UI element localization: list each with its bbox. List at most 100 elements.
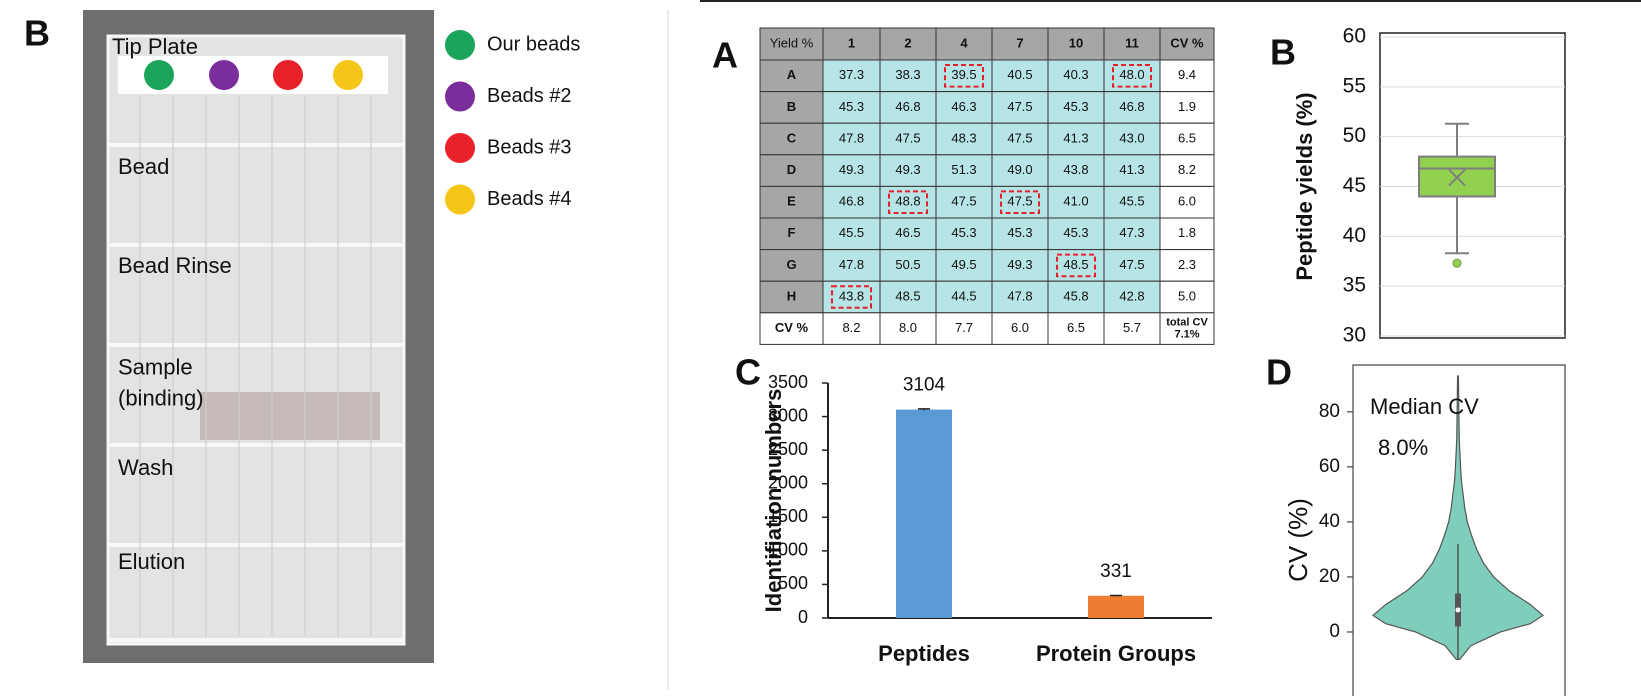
table-cell-text: 40.5 xyxy=(1007,67,1032,82)
legend-label: Our beads xyxy=(487,33,580,55)
table-cell-text-line: 7.1% xyxy=(1174,329,1199,341)
y-tick-label: 20 xyxy=(1319,566,1340,587)
table-cell-text: 42.8 xyxy=(1119,288,1144,303)
table-cell-text: 5.0 xyxy=(1178,288,1196,303)
table-cell-text: 6.0 xyxy=(1011,320,1029,335)
stage-label: Wash xyxy=(118,455,173,480)
table-cell-text: 40.3 xyxy=(1063,67,1088,82)
stage-label-line: Bead Rinse xyxy=(118,253,232,278)
y-axis-title: CV (%) xyxy=(1283,498,1313,582)
table-cell-text: 45.3 xyxy=(1007,225,1032,240)
stage-label: Tip Plate xyxy=(112,34,198,59)
stage-label: Bead xyxy=(118,154,169,179)
table-cell-text: 46.8 xyxy=(895,99,920,114)
legend-label: Beads #2 xyxy=(487,85,572,107)
table-cell-text: 8.0 xyxy=(899,320,917,335)
y-tick-label: 1000 xyxy=(768,540,808,560)
tip-color-dot xyxy=(273,60,303,90)
table-cell-text: Yield % xyxy=(770,35,814,50)
legend-marker xyxy=(445,30,475,60)
legend-label: Beads #4 xyxy=(487,188,572,210)
table-cell-text: 48.0 xyxy=(1119,67,1144,82)
table-cell-text: C xyxy=(787,130,797,145)
table-cell-text: 47.8 xyxy=(839,257,864,272)
table-cell-text: 37.3 xyxy=(839,67,864,82)
value-label: 3104 xyxy=(903,375,946,396)
error-bar xyxy=(1110,595,1122,596)
table-cell-text: 47.5 xyxy=(895,130,920,145)
table-cell-text: H xyxy=(787,288,796,303)
x-tick-label: Peptides xyxy=(878,641,970,666)
stage-label-line: Wash xyxy=(118,455,173,480)
table-cell-text: CV % xyxy=(775,320,809,335)
y-tick-label: 30 xyxy=(1343,324,1366,347)
y-tick-label: 1500 xyxy=(768,506,808,526)
table-cell-text: 49.3 xyxy=(895,162,920,177)
table-cell-text: CV % xyxy=(1170,35,1204,50)
table-cell-text: 49.0 xyxy=(1007,162,1032,177)
table-cell-text: 48.5 xyxy=(1063,257,1088,272)
table-cell-text: 41.0 xyxy=(1063,194,1088,209)
annotation: Median CV xyxy=(1370,394,1479,419)
table-cell-text: 6.0 xyxy=(1178,194,1196,209)
y-tick-label: 2500 xyxy=(768,439,808,459)
panel-label: C xyxy=(735,352,761,393)
table-cell-text: 43.8 xyxy=(1063,162,1088,177)
y-tick-label: 50 xyxy=(1343,124,1366,147)
table-cell-text: 7.7 xyxy=(955,320,973,335)
table-cell-text: 38.3 xyxy=(895,67,920,82)
table-cell-text: 45.5 xyxy=(839,225,864,240)
table-cell-text: 43.0 xyxy=(1119,130,1144,145)
table-cell-text: 45.3 xyxy=(839,99,864,114)
table-cell-text: 47.3 xyxy=(1119,225,1144,240)
table-cell-text: 1 xyxy=(848,35,855,50)
table-cell-text: 1.9 xyxy=(1178,99,1196,114)
y-tick-label: 0 xyxy=(798,607,808,627)
legend-marker xyxy=(445,82,475,112)
table-cell-text: 7 xyxy=(1016,35,1023,50)
table-cell-text: 50.5 xyxy=(895,257,920,272)
table-cell-text: 39.5 xyxy=(951,67,976,82)
table-cell-text: 49.3 xyxy=(1007,257,1032,272)
table-cell-text: 47.5 xyxy=(1007,194,1032,209)
table-cell-text: A xyxy=(787,67,797,82)
table-cell-text: 48.8 xyxy=(895,194,920,209)
y-tick-label: 55 xyxy=(1343,74,1366,97)
table-cell-text: 44.5 xyxy=(951,288,976,303)
legend-label: Beads #3 xyxy=(487,136,572,158)
figure: BTip PlateBeadBead RinseSample(binding)W… xyxy=(0,0,1641,696)
table-cell-text: 47.5 xyxy=(1119,257,1144,272)
table-cell-text: 10 xyxy=(1069,35,1083,50)
value-label: 331 xyxy=(1100,561,1132,582)
table-cell-text: 51.3 xyxy=(951,162,976,177)
panel-label: D xyxy=(1266,352,1292,393)
y-tick-label: 40 xyxy=(1319,511,1340,532)
table-cell-text: D xyxy=(787,162,796,177)
table-cell-text: 11 xyxy=(1125,35,1139,50)
y-tick-label: 60 xyxy=(1319,456,1340,477)
y-axis-title: Peptide yields (%) xyxy=(1292,92,1317,280)
stage-label: Bead Rinse xyxy=(118,253,232,278)
y-tick-label: 40 xyxy=(1343,224,1366,247)
y-tick-label: 60 xyxy=(1343,25,1366,48)
table-cell-text: 9.4 xyxy=(1178,67,1196,82)
page: BTip PlateBeadBead RinseSample(binding)W… xyxy=(0,0,1641,696)
table-cell-text: 45.3 xyxy=(951,225,976,240)
y-tick-label: 80 xyxy=(1319,401,1340,422)
panel-label: B xyxy=(1270,32,1296,73)
y-tick-label: 2000 xyxy=(768,472,808,492)
table-cell-text: 45.3 xyxy=(1063,99,1088,114)
table-cell-text: 47.5 xyxy=(1007,130,1032,145)
panel-label: A xyxy=(712,35,738,76)
table-cell-text: 47.8 xyxy=(839,130,864,145)
median-dot xyxy=(1456,607,1461,612)
y-tick-label: 3500 xyxy=(768,372,808,392)
table-cell-text: 48.3 xyxy=(951,130,976,145)
y-tick-label: 45 xyxy=(1343,174,1366,197)
table-cell-text: 2.3 xyxy=(1178,257,1196,272)
table-cell-text: F xyxy=(788,225,796,240)
stage-label-line: Sample xyxy=(118,354,193,379)
table-cell-text: 6.5 xyxy=(1178,130,1196,145)
legend-marker xyxy=(445,133,475,163)
table-cell-text: 47.5 xyxy=(951,194,976,209)
